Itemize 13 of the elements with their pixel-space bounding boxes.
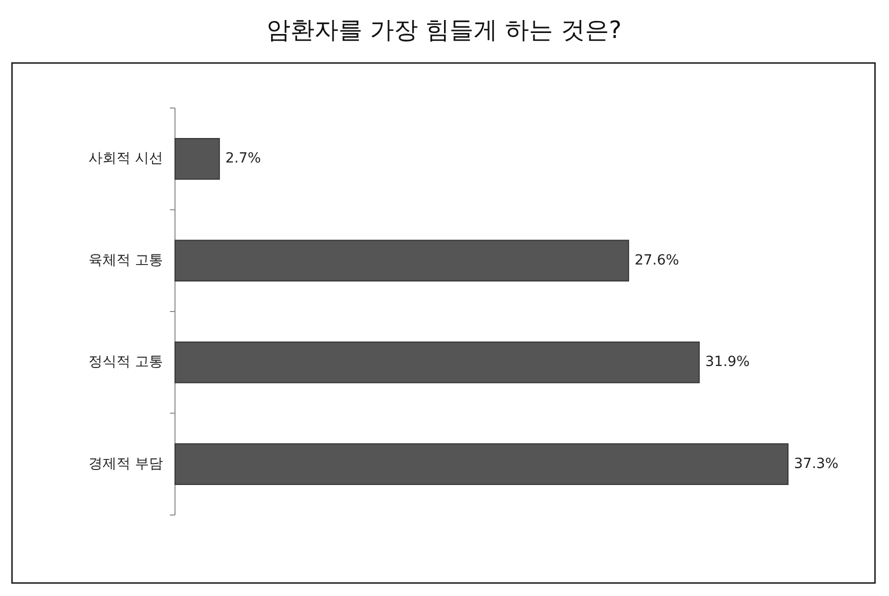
y-tick-label: 사회적 시선 [88, 150, 163, 167]
data-label: 2.7% [225, 150, 261, 167]
y-tick-label: 경제적 부담 [88, 456, 163, 472]
bar [174, 240, 630, 282]
bar [174, 443, 788, 485]
y-tick-label: 정식적 고통 [88, 354, 163, 370]
data-label: 37.3% [794, 456, 838, 472]
data-label: 31.9% [705, 354, 750, 370]
bar [174, 342, 700, 384]
data-label: 27.6% [634, 252, 680, 268]
y-tick-label: 육체적 고통 [88, 252, 163, 268]
bar [174, 138, 220, 180]
chart-title: 암환자를 가장 힘들게 하는 것은? [266, 16, 622, 44]
